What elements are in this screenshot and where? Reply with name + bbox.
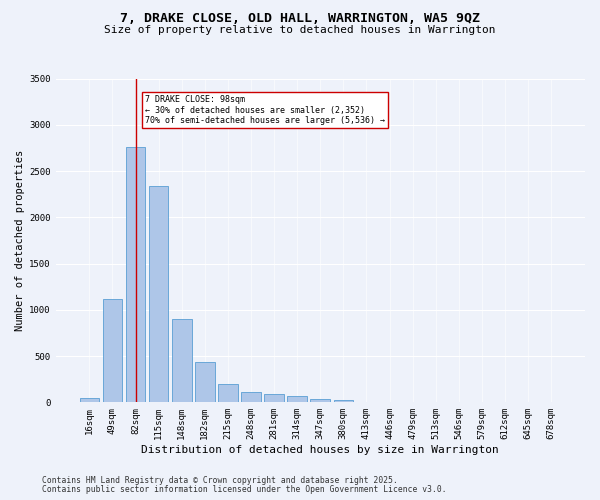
Text: Contains public sector information licensed under the Open Government Licence v3: Contains public sector information licen… <box>42 484 446 494</box>
Bar <box>103 298 122 403</box>
Text: Contains HM Land Registry data © Crown copyright and database right 2025.: Contains HM Land Registry data © Crown c… <box>42 476 398 485</box>
Bar <box>241 392 261 402</box>
Y-axis label: Number of detached properties: Number of detached properties <box>15 150 25 331</box>
X-axis label: Distribution of detached houses by size in Warrington: Distribution of detached houses by size … <box>142 445 499 455</box>
Bar <box>149 186 169 402</box>
Bar <box>264 394 284 402</box>
Text: 7, DRAKE CLOSE, OLD HALL, WARRINGTON, WA5 9QZ: 7, DRAKE CLOSE, OLD HALL, WARRINGTON, WA… <box>120 12 480 26</box>
Text: Size of property relative to detached houses in Warrington: Size of property relative to detached ho… <box>104 25 496 35</box>
Bar <box>172 319 191 402</box>
Bar <box>287 396 307 402</box>
Bar <box>310 399 330 402</box>
Bar <box>80 398 99 402</box>
Bar <box>218 384 238 402</box>
Text: 7 DRAKE CLOSE: 98sqm
← 30% of detached houses are smaller (2,352)
70% of semi-de: 7 DRAKE CLOSE: 98sqm ← 30% of detached h… <box>145 95 385 125</box>
Bar <box>126 147 145 403</box>
Bar <box>195 362 215 403</box>
Bar <box>334 400 353 402</box>
